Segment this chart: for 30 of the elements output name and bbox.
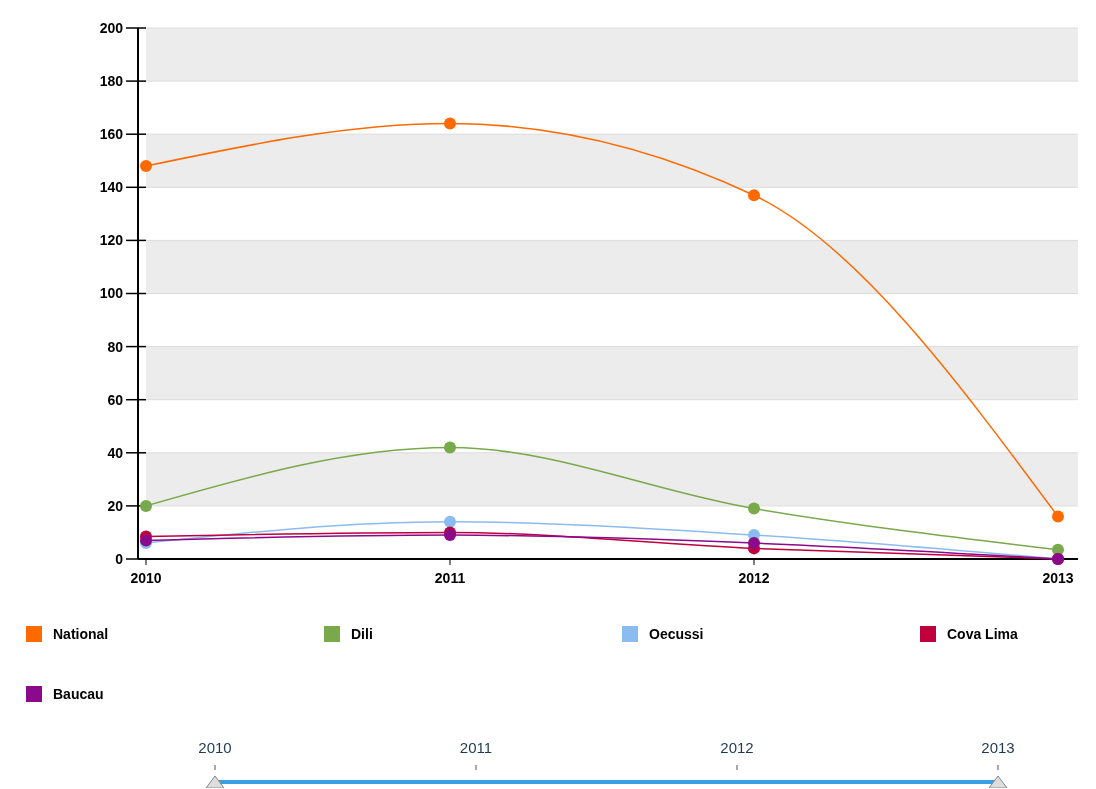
point (140, 160, 152, 173)
point (444, 441, 456, 454)
point (444, 515, 456, 528)
x-tick-label: 2010 (130, 570, 162, 586)
y-tick-label: 160 (99, 126, 124, 143)
y-tick-label: 0 (115, 550, 124, 567)
range-slider: 2010 2011 2012 2013 (198, 739, 1015, 788)
y-tick-label: 200 (99, 19, 124, 36)
y-tick-label: 60 (107, 391, 124, 408)
point (748, 502, 760, 515)
y-tick-label: 120 (99, 232, 124, 249)
y-tick-label: 100 (99, 285, 124, 302)
y-tick-label: 80 (107, 338, 124, 355)
point (444, 117, 456, 130)
legend-label: Cova Lima (947, 625, 1019, 642)
point (748, 537, 760, 550)
y-tick-label: 180 (99, 73, 124, 89)
y-tick-label: 140 (99, 179, 124, 196)
point (748, 189, 760, 202)
x-tick-label: 2011 (434, 570, 466, 586)
legend-label: Dili (351, 625, 373, 642)
point (1052, 510, 1064, 523)
legend-label: Oecussi (649, 625, 704, 642)
y-tick-label: 20 (107, 497, 124, 514)
x-tick-label: 2013 (1042, 570, 1074, 586)
x-tick-label: 2012 (738, 570, 770, 586)
legend-label: National (53, 625, 109, 642)
point (140, 499, 152, 512)
legend-label: Baucau (53, 685, 104, 702)
y-tick-label: 40 (107, 444, 124, 461)
